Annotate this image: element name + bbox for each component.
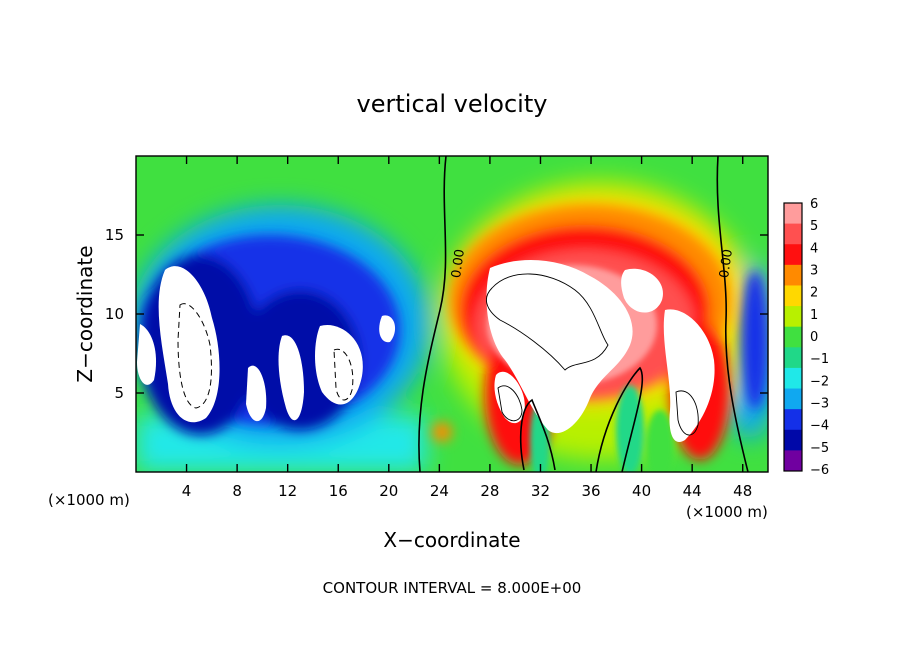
colorbar-swatch	[784, 285, 802, 307]
x-tick-label: 44	[683, 482, 702, 500]
colorbar-swatch	[784, 429, 802, 451]
x-tick-label: 12	[278, 482, 297, 500]
y-axis: 5 10 15	[105, 226, 768, 402]
contour-label: 0.00	[449, 248, 468, 279]
colorbar-frame	[783, 202, 803, 472]
colorbar-label: −2	[810, 374, 829, 389]
x-tick-label: 16	[329, 482, 348, 500]
colorbar-label: 1	[810, 308, 818, 323]
x-tick-label: 48	[733, 482, 752, 500]
colorbar-label: −4	[810, 419, 829, 434]
colorbar-swatch	[784, 367, 802, 390]
x-tick-label: 28	[480, 482, 499, 500]
x-unit-right: (×1000 m)	[686, 503, 768, 521]
chart-title: vertical velocity	[357, 90, 548, 118]
colorbar-swatch	[784, 306, 802, 328]
colorbar-swatch	[784, 326, 802, 348]
colorbar-swatch	[784, 450, 802, 472]
x-tick-label: 4	[182, 482, 192, 500]
x-tick-label: 36	[581, 482, 600, 500]
colorbar-label: −1	[810, 352, 829, 367]
colorbar-swatch	[784, 388, 802, 410]
x-tick-label: 32	[531, 482, 550, 500]
contour-interval-footer: CONTOUR INTERVAL = 8.000E+00	[323, 579, 582, 597]
y-tick-label: 15	[105, 226, 124, 244]
colorbar-swatch	[784, 409, 802, 431]
x-tick-label: 24	[430, 482, 449, 500]
y-tick-label: 5	[114, 384, 124, 402]
y-tick-label: 10	[105, 305, 124, 323]
colorbar-swatch	[784, 203, 802, 225]
colorbar-label: 0	[810, 330, 818, 345]
colorbar-label: 4	[810, 241, 818, 256]
colorbar: 6 5 4 3 2 1 0 −1 −2 −3 −4 −5 −6	[783, 197, 829, 478]
colorbar-label: 3	[810, 264, 818, 279]
colorbar-label: 5	[810, 219, 818, 234]
colorbar-swatch	[784, 223, 802, 245]
x-tick-label: 8	[232, 482, 242, 500]
x-tick-label: 20	[379, 482, 398, 500]
colorbar-label: −5	[810, 441, 829, 456]
colorbar-label: 6	[810, 197, 818, 212]
colorbar-label: −3	[810, 397, 829, 412]
velocity-field	[136, 156, 768, 472]
colorbar-swatch	[784, 347, 802, 369]
contour-label: 0.00	[717, 248, 736, 279]
colorbar-label: 2	[810, 286, 818, 301]
contour-label-text: 0.00	[717, 248, 736, 279]
contour-label-text: 0.00	[449, 248, 468, 279]
x-axis-label: X−coordinate	[383, 528, 520, 552]
colorbar-swatch	[784, 264, 802, 286]
x-tick-label: 40	[632, 482, 651, 500]
y-axis-label: Z−coordinate	[73, 245, 97, 382]
colorbar-swatch	[784, 244, 802, 266]
colorbar-label: −6	[810, 463, 829, 478]
x-unit-left: (×1000 m)	[48, 491, 130, 509]
contour-labels: 0.00 0.00	[449, 248, 736, 279]
x-axis: 4 8 12 16 20 24 28 32 36 40 44 48	[182, 156, 752, 500]
